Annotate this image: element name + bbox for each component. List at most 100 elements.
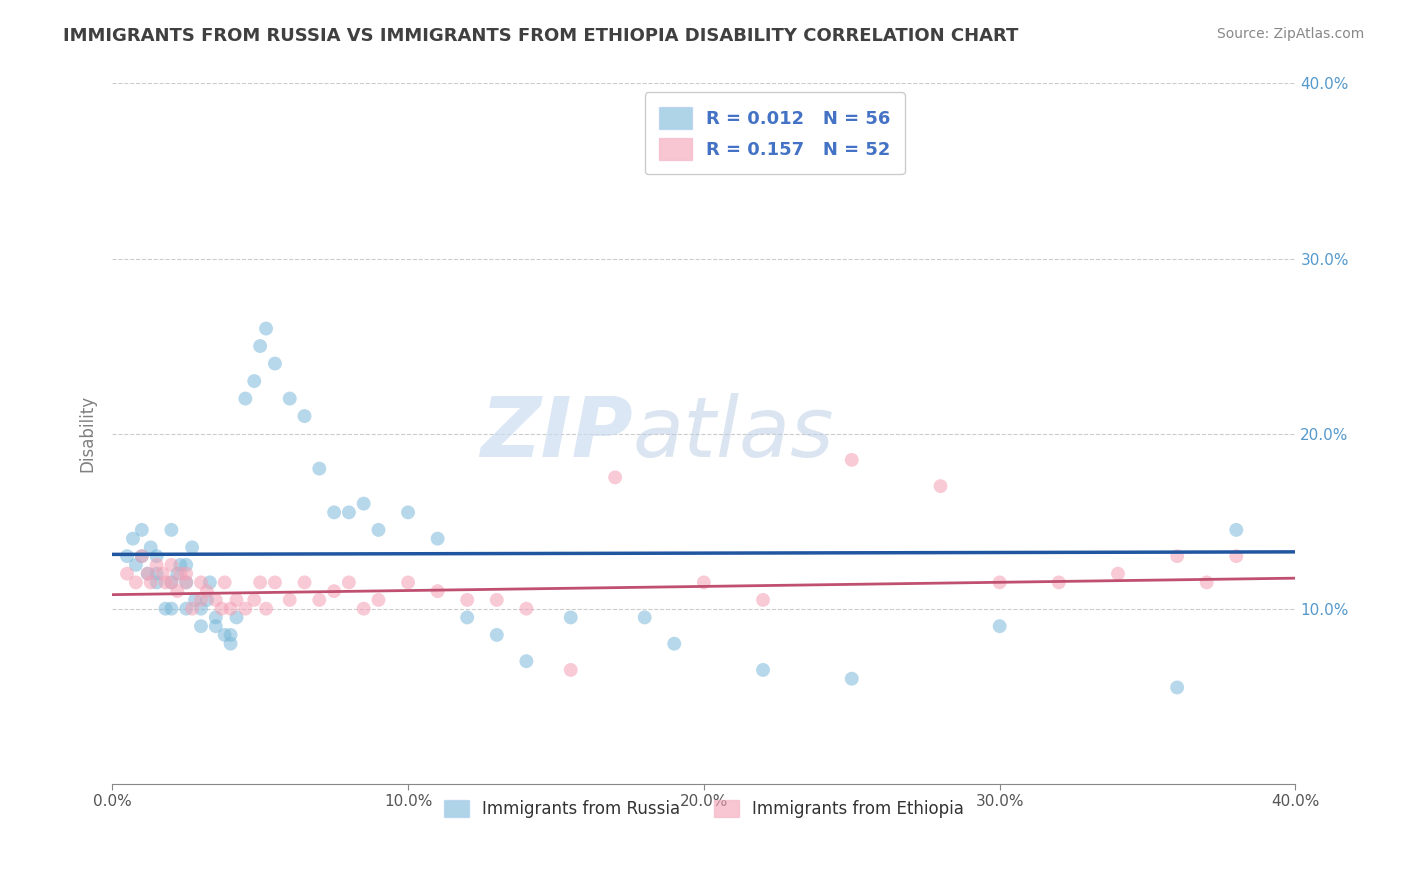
Point (139, 575, 162, 590)
Point (225, 593, 247, 607)
Point (337, 575, 360, 590)
Point (426, 584, 449, 599)
Point (174, 566, 197, 581)
Point (367, 593, 389, 607)
Point (456, 610, 478, 624)
Point (249, 339, 271, 353)
Point (174, 601, 197, 615)
Point (1166, 681, 1188, 695)
Text: Source: ZipAtlas.com: Source: ZipAtlas.com (1216, 27, 1364, 41)
Point (219, 637, 242, 651)
Point (426, 532, 449, 546)
Text: atlas: atlas (633, 393, 835, 474)
Point (515, 654, 537, 668)
Point (166, 584, 188, 599)
Point (264, 357, 287, 371)
Point (214, 575, 236, 590)
Point (145, 566, 167, 581)
Point (131, 523, 153, 537)
Point (264, 575, 287, 590)
Point (456, 593, 478, 607)
Point (1047, 575, 1070, 590)
Point (131, 549, 153, 563)
Point (278, 593, 301, 607)
Point (603, 470, 626, 484)
Point (184, 593, 207, 607)
Point (174, 558, 197, 572)
Point (396, 505, 419, 519)
Point (145, 575, 167, 590)
Point (160, 523, 183, 537)
Point (841, 453, 863, 467)
Point (337, 505, 360, 519)
Point (752, 663, 775, 677)
Point (367, 523, 389, 537)
Point (198, 575, 221, 590)
Point (515, 601, 537, 615)
Point (160, 601, 183, 615)
Point (693, 575, 716, 590)
Point (145, 558, 167, 572)
Point (204, 610, 226, 624)
Point (136, 566, 159, 581)
Point (225, 610, 247, 624)
Point (190, 601, 212, 615)
Point (181, 601, 204, 615)
Point (664, 637, 686, 651)
Point (560, 663, 582, 677)
Point (190, 619, 212, 633)
Point (160, 575, 183, 590)
Point (1225, 549, 1247, 563)
Point (160, 575, 183, 590)
Point (841, 672, 863, 686)
Point (235, 392, 257, 406)
Point (125, 575, 148, 590)
Point (155, 575, 177, 590)
Point (139, 541, 162, 555)
Point (174, 575, 197, 590)
Point (353, 497, 375, 511)
Point (254, 321, 277, 335)
Point (204, 619, 226, 633)
Point (166, 566, 188, 581)
Point (211, 601, 233, 615)
Point (988, 575, 1011, 590)
Text: ZIP: ZIP (481, 393, 633, 474)
Point (174, 575, 197, 590)
Point (131, 549, 153, 563)
Point (136, 566, 159, 581)
Point (308, 461, 330, 475)
Point (235, 601, 257, 615)
Point (1195, 575, 1218, 590)
Point (243, 593, 266, 607)
Point (988, 619, 1011, 633)
Point (929, 479, 952, 493)
Point (115, 566, 138, 581)
Point (560, 610, 582, 624)
Point (254, 601, 277, 615)
Point (308, 593, 330, 607)
Point (323, 505, 346, 519)
Point (115, 549, 138, 563)
Point (323, 584, 346, 599)
Y-axis label: Disability: Disability (79, 395, 96, 472)
Point (1225, 523, 1247, 537)
Point (204, 593, 226, 607)
Point (278, 392, 301, 406)
Point (169, 566, 191, 581)
Point (160, 558, 183, 572)
Point (190, 593, 212, 607)
Point (152, 566, 174, 581)
Point (155, 601, 177, 615)
Point (396, 575, 419, 590)
Point (634, 610, 657, 624)
Point (219, 628, 242, 642)
Point (485, 628, 508, 642)
Point (195, 593, 218, 607)
Point (485, 593, 508, 607)
Point (1107, 566, 1129, 581)
Point (169, 558, 191, 572)
Point (125, 558, 148, 572)
Text: IMMIGRANTS FROM RUSSIA VS IMMIGRANTS FROM ETHIOPIA DISABILITY CORRELATION CHART: IMMIGRANTS FROM RUSSIA VS IMMIGRANTS FRO… (63, 27, 1018, 45)
Point (122, 532, 145, 546)
